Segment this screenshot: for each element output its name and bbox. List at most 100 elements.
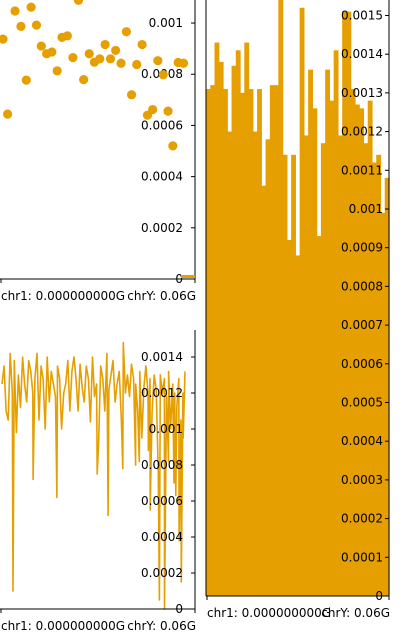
area-bar <box>337 135 343 597</box>
x-end-label: chrY: 0.06G <box>127 619 196 633</box>
data-point <box>68 52 78 63</box>
area-panel: 0.0015 0.0014 0.0013 0.0012 0.0011 0.001 0.000… <box>205 0 390 620</box>
area-bar <box>299 7 305 597</box>
data-point <box>100 39 110 50</box>
area-bar <box>206 89 211 596</box>
data-point <box>31 20 42 30</box>
data-point <box>26 2 36 12</box>
area-bar <box>261 185 267 596</box>
area-bar <box>376 154 382 597</box>
data-point <box>79 75 89 85</box>
area-bar <box>384 178 390 596</box>
data-point <box>21 75 31 85</box>
data-point <box>95 54 105 64</box>
y-tick-label: 0.0004 <box>141 530 183 544</box>
y-tick-label: 0.0002 <box>141 566 183 580</box>
area-bar <box>240 92 245 596</box>
area-bar <box>333 50 339 596</box>
x-start-label: chr1: 0.000000000G <box>207 606 331 620</box>
area-bar <box>342 11 348 596</box>
y-tick-label: 0.0012 <box>341 125 383 139</box>
y-tick-label: 0.0011 <box>341 163 383 177</box>
area-bar <box>291 154 296 597</box>
data-point <box>137 39 147 50</box>
data-point <box>178 58 189 68</box>
data-point <box>116 58 126 68</box>
area-bar <box>380 212 386 596</box>
y-tick-label: 0.0006 <box>341 357 383 371</box>
area-bar <box>252 131 258 596</box>
area-bar <box>218 61 224 597</box>
area-bar <box>248 89 254 596</box>
y-tick-label: 0.0014 <box>141 350 183 364</box>
data-point <box>73 0 84 5</box>
area-bar <box>329 100 335 596</box>
data-point <box>16 21 26 31</box>
data-point <box>132 59 142 70</box>
area-bar <box>350 89 356 596</box>
y-tick-label: 0.001 <box>149 16 183 30</box>
data-point <box>36 41 46 51</box>
area-bar <box>363 143 369 596</box>
data-point <box>84 49 94 59</box>
y-tick-label: 0.0012 <box>141 386 183 400</box>
series-line <box>1 341 186 610</box>
area-bar <box>214 42 220 597</box>
y-tick-label: 0.0005 <box>341 395 383 409</box>
area-bar <box>303 135 309 597</box>
area-bar <box>354 104 360 597</box>
y-tick-label: 0.0015 <box>341 8 383 22</box>
line-panel: 0.0014 0.0012 0.001 0.0008 0.0006 0.0004 0.000… <box>0 330 196 633</box>
data-point <box>111 45 121 56</box>
area-bar <box>231 65 237 596</box>
y-tick-label: 0.0008 <box>141 458 183 472</box>
x-start-label: chr1: 0.000000000G <box>1 619 125 633</box>
area-bar <box>316 236 322 596</box>
area-bar <box>265 139 271 596</box>
y-tick-label: 0.001 <box>149 422 183 436</box>
data-point <box>158 70 168 80</box>
area-bar <box>269 85 275 597</box>
y-tick-label: 0.0009 <box>341 241 383 255</box>
area-bar <box>325 69 331 596</box>
x-end-label: chrY: 0.06G <box>321 606 390 620</box>
data-point <box>47 47 57 57</box>
area-bar <box>346 11 352 596</box>
area-bar <box>210 85 216 597</box>
x-end-label: chrY: 0.06G <box>127 289 196 303</box>
y-tick-label: 0.0013 <box>341 86 383 100</box>
area-bar <box>278 0 284 596</box>
area-bar <box>359 108 365 596</box>
area-bar <box>308 69 313 596</box>
data-point <box>126 90 137 100</box>
area-bar <box>235 50 241 596</box>
data-point <box>148 104 158 115</box>
data-point <box>121 27 131 37</box>
area-bar <box>244 42 250 597</box>
y-tick-label: 0.0007 <box>341 318 383 332</box>
y-tick-label: 0.0002 <box>341 512 383 526</box>
y-tick-label: 0.0006 <box>141 118 183 132</box>
data-point <box>163 106 173 116</box>
data-point <box>10 6 20 16</box>
y-tick-label: 0.0002 <box>141 221 183 235</box>
area-bar <box>257 89 262 596</box>
data-point <box>52 66 62 76</box>
y-tick-label: 0.0006 <box>141 494 183 508</box>
data-point <box>3 109 13 119</box>
area-bar <box>312 108 318 596</box>
data-point <box>0 34 8 44</box>
area-bar <box>274 85 279 597</box>
area-bar <box>295 255 301 596</box>
y-tick-label: 0.0004 <box>141 170 183 184</box>
y-tick-label: 0.0008 <box>341 279 383 293</box>
area-bar <box>227 131 233 596</box>
area-bar <box>282 154 288 597</box>
area-bar <box>223 89 228 596</box>
y-tick-label: 0.001 <box>349 202 383 216</box>
x-start-label: chr1: 0.000000000G <box>1 289 125 303</box>
y-tick-label: 0.0001 <box>341 550 383 564</box>
data-point <box>153 56 163 66</box>
